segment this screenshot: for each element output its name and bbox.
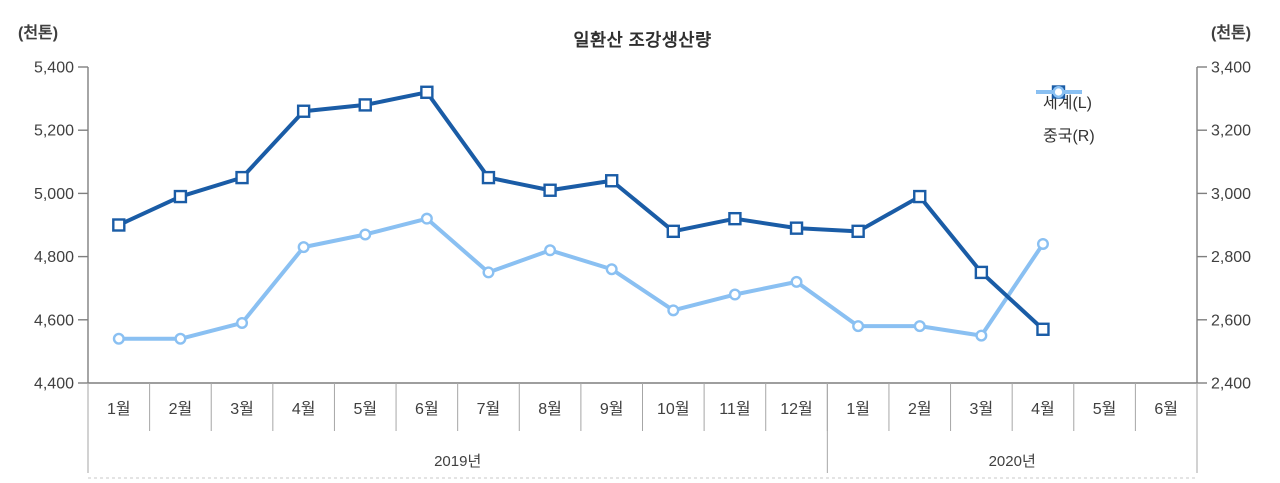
world-series-point: [789, 221, 804, 235]
left-axis-tick-label: 4,800: [34, 249, 74, 266]
left-axis-unit: (천톤): [18, 25, 59, 42]
month-label: 8월: [538, 400, 562, 418]
world-series-point: [112, 218, 126, 232]
left-axis-tick-label: 5,200: [34, 123, 74, 140]
right-axis-tick-label: 2,600: [1211, 312, 1251, 329]
right-axis-tick-label: 2,400: [1211, 376, 1251, 393]
world-series-point: [1036, 322, 1050, 336]
china-series-line: [116, 216, 1045, 341]
world-series-point: [481, 170, 496, 185]
world-legend-label: 세계(L): [1043, 94, 1092, 112]
china-legend-label: 중국(R): [1043, 127, 1095, 145]
world-series-point: [728, 211, 742, 226]
china-series-point: [359, 228, 372, 241]
month-label: 10월: [657, 400, 690, 418]
left-axis-tick-label: 5,000: [34, 186, 74, 203]
right-axis-unit: (천톤): [1211, 25, 1252, 42]
right-axis-tick-label: 2,800: [1211, 249, 1251, 266]
china-series-point: [913, 320, 926, 333]
legend-item-china: 중국(R): [1036, 85, 1095, 150]
month-label: 4월: [1031, 400, 1055, 418]
china-series-point: [1036, 237, 1049, 250]
month-label: 9월: [600, 400, 624, 418]
world-series-point: [913, 189, 927, 204]
china-series-point: [112, 332, 125, 345]
world-series-point: [173, 189, 188, 204]
month-label: 6월: [415, 400, 439, 418]
china-series-point: [482, 266, 495, 279]
china-series-point: [297, 241, 310, 254]
china-series-point: [790, 275, 803, 288]
world-series-point: [358, 98, 372, 112]
china-series-point: [174, 332, 187, 345]
china-series-point: [605, 263, 618, 276]
left-axis-tick-label: 4,600: [34, 312, 74, 329]
month-label: 2월: [169, 400, 193, 418]
world-series-point: [235, 170, 249, 185]
china-series-point: [667, 304, 680, 317]
right-axis-tick-label: 3,400: [1211, 60, 1251, 77]
month-label: 4월: [292, 400, 316, 418]
china-series-point: [420, 212, 433, 225]
year-label: 2020년: [989, 453, 1036, 470]
month-label: 1월: [846, 400, 870, 418]
world-series-point: [296, 104, 311, 118]
month-label: 11월: [719, 400, 750, 418]
month-label: 5월: [1093, 400, 1117, 418]
world-series-point: [851, 224, 865, 239]
china-series-point: [852, 320, 865, 333]
world-series-point: [604, 174, 619, 188]
month-label: 2월: [908, 400, 932, 418]
month-label: 5월: [353, 400, 377, 418]
month-label: 7월: [477, 400, 501, 418]
month-label: 3월: [230, 400, 254, 418]
right-axis-tick-label: 3,200: [1211, 123, 1251, 140]
year-label: 2019년: [434, 453, 481, 470]
china-series-point: [728, 288, 741, 301]
world-series-point: [420, 85, 434, 99]
world-series-point: [666, 224, 681, 239]
right-axis-tick-label: 3,000: [1211, 186, 1251, 203]
month-label: 3월: [970, 400, 994, 418]
month-label: 12월: [780, 400, 813, 418]
china-legend-circle: [1052, 85, 1065, 99]
world-series-point: [543, 183, 557, 197]
legend: 세계(L) 중국(R): [1036, 84, 1095, 150]
china-series-point: [544, 244, 557, 257]
china-series-point: [236, 316, 249, 329]
china-legend-marker-icon: [1036, 85, 1082, 99]
china-series-point: [975, 329, 988, 342]
month-label: 1월: [107, 400, 131, 418]
world-series-line: [116, 90, 1045, 332]
month-label: 6월: [1154, 400, 1178, 418]
chart-title: 일환산 조강생산량: [573, 30, 712, 50]
world-series-point: [974, 265, 989, 280]
left-axis-tick-label: 5,400: [34, 60, 74, 77]
left-axis-tick-label: 4,400: [34, 376, 74, 393]
